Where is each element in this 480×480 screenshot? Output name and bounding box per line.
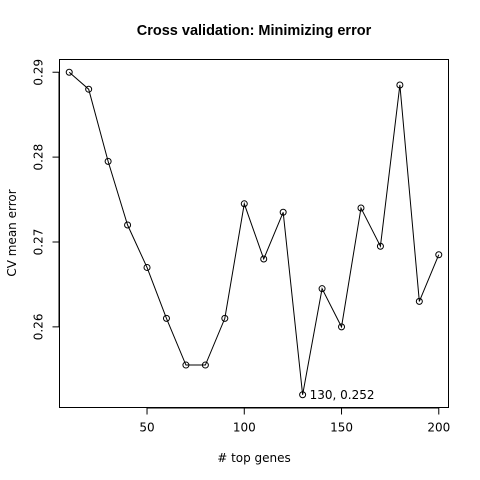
- data-point: [396, 81, 404, 89]
- min-point-annotation: 130, 0.252: [310, 388, 375, 402]
- data-point: [85, 85, 93, 93]
- chart-title: Cross validation: Minimizing error: [137, 23, 372, 39]
- data-point: [318, 285, 326, 293]
- data-point: [435, 251, 443, 259]
- series-group: [65, 68, 443, 399]
- data-point: [182, 361, 190, 369]
- data-point: [260, 255, 268, 263]
- data-point: [357, 204, 365, 212]
- data-point: [162, 314, 170, 322]
- y-tick-label: 0.29: [32, 59, 46, 86]
- y-axis-label: CV mean error: [5, 189, 19, 276]
- data-point: [279, 208, 287, 216]
- annotation-group: 130, 0.252: [310, 388, 375, 402]
- data-point: [143, 263, 151, 271]
- x-tick-label: 50: [139, 421, 154, 435]
- data-point: [124, 221, 132, 229]
- data-point: [376, 242, 384, 250]
- data-point: [240, 200, 248, 208]
- x-tick-label: 150: [330, 421, 353, 435]
- data-point: [201, 361, 209, 369]
- data-point: [221, 314, 229, 322]
- y-tick-label: 0.28: [32, 144, 46, 171]
- x-tick-label: 200: [427, 421, 450, 435]
- series-line: [68, 71, 440, 395]
- data-point: [104, 157, 112, 165]
- y-axis: 0.26 0.27 0.28 0.29: [32, 59, 60, 340]
- y-tick-label: 0.26: [32, 314, 46, 341]
- data-point: [338, 323, 346, 331]
- x-axis-label: # top genes: [217, 451, 291, 465]
- y-tick-label: 0.27: [32, 229, 46, 256]
- data-point: [415, 297, 423, 305]
- data-point: [299, 391, 307, 399]
- x-tick-label: 100: [233, 421, 256, 435]
- x-axis: 50 100 150 200: [139, 407, 450, 435]
- data-point: [65, 68, 73, 76]
